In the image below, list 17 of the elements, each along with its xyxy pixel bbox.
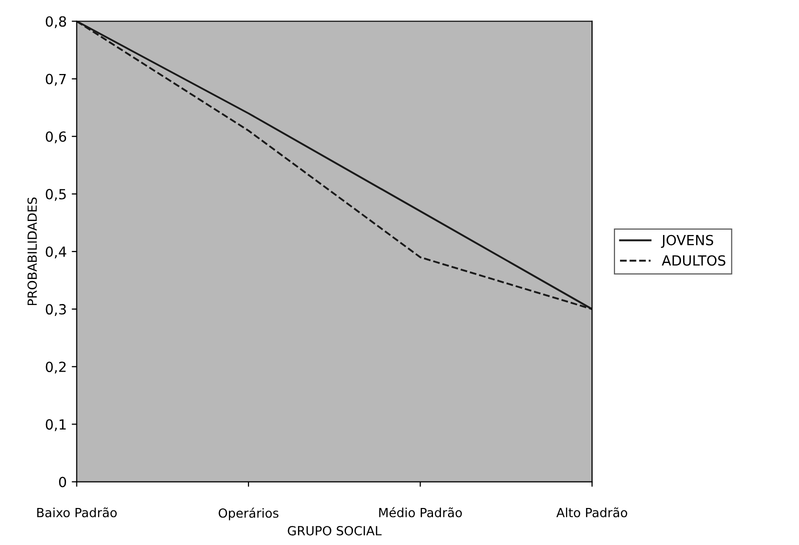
y-tick-label: 0,4 [46, 246, 66, 258]
y-tick-label: 0,8 [46, 16, 66, 28]
x-tick-label: Médio Padrão [379, 507, 462, 518]
y-axis-title: PROBABILIDADES [27, 197, 37, 306]
y-tick-label: 0,3 [46, 304, 66, 316]
x-tick-label: Alto Padrão [556, 507, 628, 518]
y-tick-label: 0,6 [46, 131, 66, 144]
y-tick-label: 0,5 [46, 188, 66, 201]
legend-label: ADULTOS [662, 255, 726, 266]
y-tick-label: 0,1 [46, 419, 66, 432]
legend-label: JOVENS [660, 234, 714, 248]
x-tick-label: Baixo Padrão [37, 507, 117, 518]
x-axis-title: GRUPO SOCIAL [288, 526, 382, 536]
y-tick-label: 0,7 [46, 74, 66, 86]
x-tick-label: Operários [218, 508, 278, 520]
y-tick-label: 0 [59, 476, 66, 488]
y-tick-label: 0,2 [46, 362, 66, 374]
